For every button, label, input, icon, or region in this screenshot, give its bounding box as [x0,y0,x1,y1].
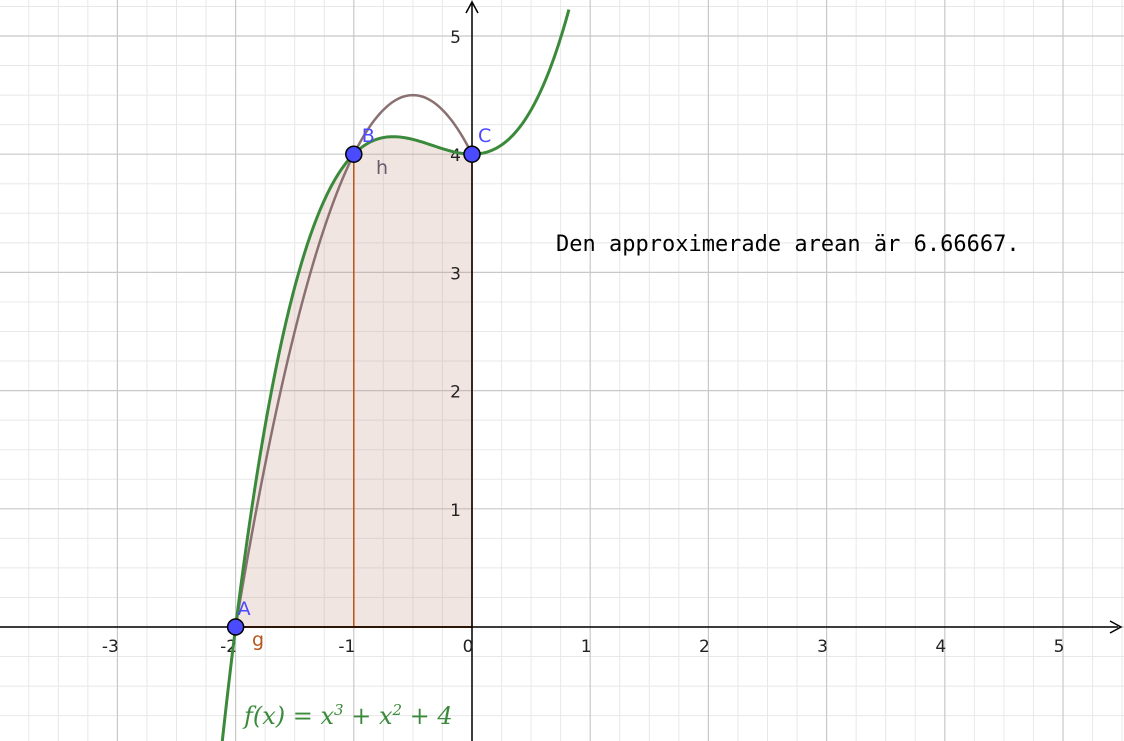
x-tick-label: 3 [817,637,828,657]
x-axis-arrow [1109,620,1123,634]
y-tick-label: 2 [450,383,461,403]
y-tick-label: 5 [450,28,461,48]
y-axis-arrow [465,0,479,14]
curve-f [220,9,571,741]
curve-label-h: h [376,157,388,179]
x-tick-label: 4 [935,637,946,657]
curve-label-g: g [252,629,264,651]
x-tick-label: 2 [699,637,710,657]
point-c [463,145,481,163]
y-tick-label: 3 [450,264,461,284]
function-formula: f(x) = x3 + x2 + 4 [242,701,453,730]
x-tick-label: 5 [1054,637,1065,657]
labels: h g f(x) = x3 + x2 + 4 Den approximerade… [242,157,1020,730]
point-a [226,618,245,636]
area-region [235,136,473,628]
points: A B C [226,125,491,636]
x-tick-label: 0 [463,637,474,657]
point-label-a: A [238,598,251,620]
area-annotation: Den approximerade arean är 6.66667. [556,232,1020,257]
y-tick-label: 4 [450,146,461,166]
x-tick-label: 1 [581,637,592,657]
y-tick-label: 1 [450,501,461,521]
point-label-c: C [478,125,491,147]
x-tick-label: -3 [102,637,119,657]
point-label-b: B [362,125,375,147]
x-tick-label: -1 [338,637,355,657]
point-b [345,145,363,163]
